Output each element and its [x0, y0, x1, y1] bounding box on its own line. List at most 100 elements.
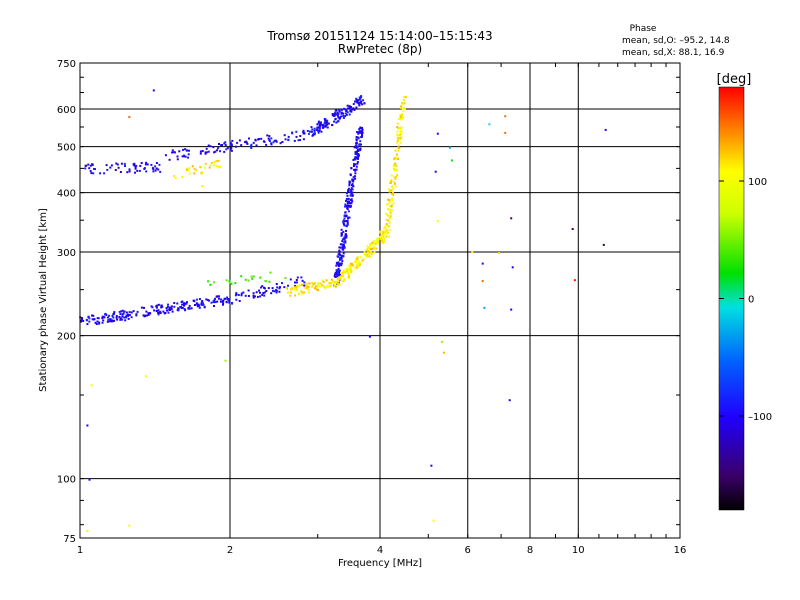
echo-point [349, 173, 352, 176]
echo-point [216, 165, 219, 168]
echo-point [354, 156, 357, 158]
echo-point [128, 524, 131, 527]
echo-point [339, 243, 342, 246]
echo-point [219, 298, 222, 301]
echo-point [346, 220, 349, 222]
echo-point [173, 305, 176, 308]
echo-point [348, 180, 351, 183]
echo-point [348, 182, 351, 185]
echo-point [394, 149, 397, 152]
echo-point [356, 161, 359, 163]
echo-point [344, 108, 347, 111]
colorbar-tick-label: 0 [748, 295, 754, 306]
echo-point [347, 217, 349, 220]
echo-point [378, 238, 381, 241]
echo-point [225, 300, 228, 303]
echo-point [354, 175, 356, 178]
echo-point [389, 217, 391, 219]
echo-point [396, 174, 399, 177]
echo-point [230, 144, 233, 147]
echo-point [199, 166, 202, 169]
echo-point [369, 250, 372, 253]
echo-point [134, 166, 137, 168]
echo-point [342, 230, 345, 233]
echo-point [335, 284, 338, 287]
echo-point [312, 133, 315, 136]
phase-stat-x: mean, sd,X: 88.1, 16.9 [622, 48, 725, 58]
echo-point [349, 204, 352, 207]
echo-point [349, 194, 352, 197]
echo-point [265, 143, 268, 146]
echo-point [207, 280, 210, 283]
echo-point [385, 203, 388, 206]
echo-point [348, 269, 351, 272]
echo-point [342, 269, 345, 272]
echo-point [285, 287, 288, 290]
echo-point [341, 248, 344, 251]
echo-point [369, 245, 372, 248]
echo-point [382, 235, 385, 238]
echo-point [390, 189, 393, 192]
echo-point [144, 375, 147, 378]
echo-point [347, 277, 350, 280]
echo-point [320, 130, 323, 133]
echo-point [340, 271, 343, 274]
echo-point [356, 154, 359, 157]
echo-point [384, 227, 387, 230]
echo-point [349, 189, 352, 192]
echo-point [201, 185, 204, 188]
echo-point [363, 250, 366, 253]
echo-point [350, 202, 353, 205]
echo-point [335, 269, 338, 272]
echo-point [369, 247, 371, 250]
echo-point [287, 284, 289, 287]
echo-point [333, 120, 335, 123]
echo-point [287, 292, 289, 295]
echo-point [181, 155, 184, 158]
echo-point [303, 284, 306, 287]
echo-point [358, 98, 361, 101]
echo-point [352, 176, 355, 179]
echo-point [119, 317, 122, 320]
echo-point [183, 304, 186, 307]
echo-point [303, 286, 306, 289]
echo-point [322, 126, 325, 129]
chart-title-line2: RwPretec (8p) [338, 42, 422, 56]
echo-point [366, 248, 369, 251]
echo-point [350, 198, 353, 201]
echo-point [273, 290, 276, 293]
echo-point [126, 171, 129, 174]
echo-point [345, 197, 348, 200]
echo-point [397, 144, 400, 147]
echo-point [379, 231, 381, 234]
echo-point [214, 297, 216, 300]
echo-point [121, 309, 124, 312]
echo-point [388, 221, 391, 224]
echo-point [301, 283, 303, 286]
echo-point [354, 168, 357, 171]
echo-point [299, 135, 302, 137]
echo-point [244, 294, 247, 297]
echo-point [390, 209, 393, 212]
echo-point [236, 141, 239, 144]
y-tick-label: 100 [57, 475, 76, 486]
echo-point [333, 113, 336, 116]
echo-point [338, 246, 341, 249]
echo-point [326, 126, 329, 129]
echo-point [223, 142, 226, 145]
echo-point [365, 249, 368, 252]
echo-point [350, 271, 353, 274]
echo-point [336, 114, 339, 117]
echo-point [353, 168, 356, 171]
echo-point [308, 130, 311, 133]
echo-point [311, 128, 314, 131]
echo-point [213, 151, 216, 154]
echo-point [222, 299, 225, 302]
echo-point [337, 263, 339, 266]
echo-point [127, 315, 130, 317]
echo-point [82, 320, 85, 322]
echo-point [245, 141, 248, 144]
echo-point [353, 108, 356, 111]
echo-point [365, 254, 368, 257]
echo-point [370, 252, 373, 255]
